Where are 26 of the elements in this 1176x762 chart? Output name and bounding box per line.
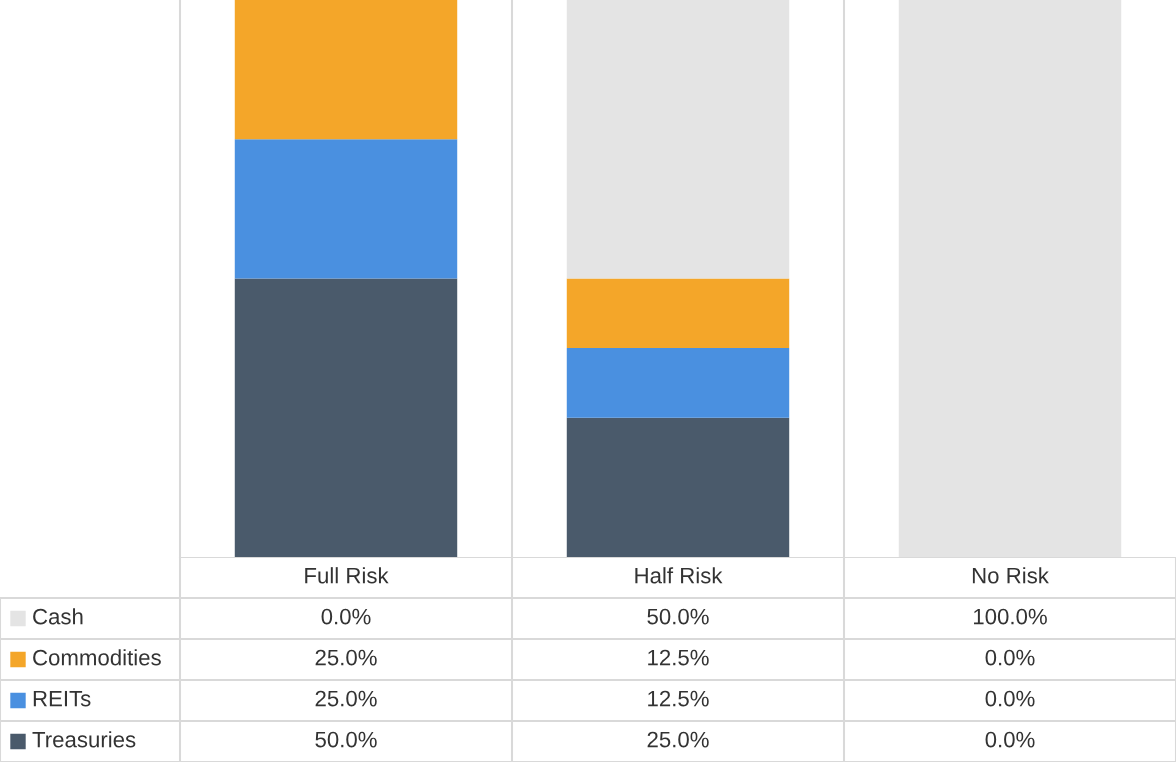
legend-label: REITs bbox=[33, 690, 91, 707]
data-label: 12.5% bbox=[648, 649, 709, 666]
data-label: 0.0% bbox=[985, 649, 1035, 666]
legend-label: Treasuries bbox=[32, 731, 136, 748]
data-label: 25.0% bbox=[647, 731, 709, 748]
legend-label: Commodities bbox=[33, 649, 161, 666]
bar bbox=[234, 0, 458, 140]
bar bbox=[566, 348, 790, 418]
data-label: 12.5% bbox=[648, 690, 709, 707]
data-label: 0.0% bbox=[985, 731, 1035, 748]
bar bbox=[566, 417, 790, 557]
x-tick-label: No Risk bbox=[972, 567, 1049, 584]
data-label: 50.0% bbox=[315, 731, 377, 748]
data-label: 0.0% bbox=[321, 608, 371, 625]
bar bbox=[566, 278, 790, 349]
bar bbox=[234, 139, 458, 279]
data-label: 0.0% bbox=[985, 690, 1035, 707]
data-label: 50.0% bbox=[647, 608, 709, 625]
bar bbox=[234, 278, 458, 557]
x-tick-label: Half Risk bbox=[635, 567, 723, 584]
data-label: 25.0% bbox=[315, 649, 377, 666]
bar bbox=[566, 0, 790, 279]
data-label: 25.0% bbox=[315, 690, 377, 707]
data-label: 100.0% bbox=[974, 608, 1047, 625]
legend-label: Cash bbox=[33, 608, 83, 625]
x-tick-label: Full Risk bbox=[305, 567, 389, 584]
